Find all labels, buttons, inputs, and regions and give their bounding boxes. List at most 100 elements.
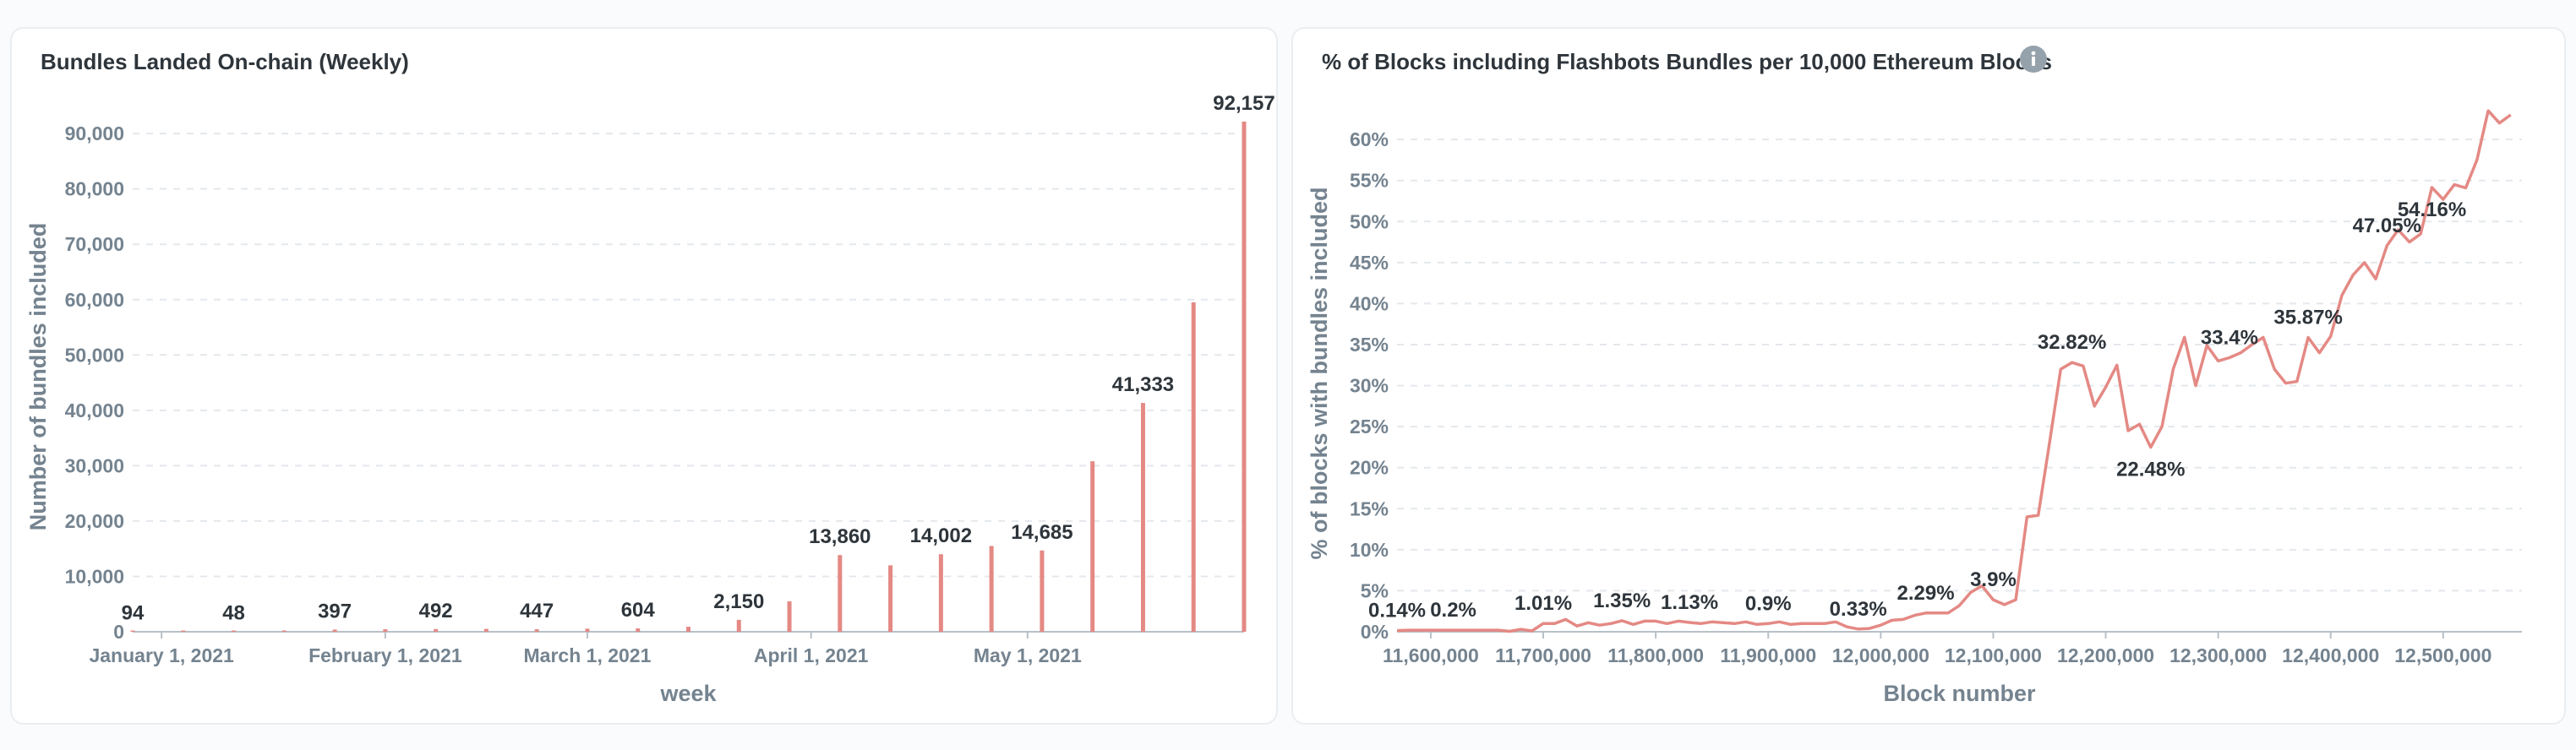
bar [1140,403,1145,632]
bundles-weekly-card: Bundles Landed On-chain (Weekly) 0 10,000… [10,27,1278,725]
x-tick-label: 12,400,000 [2282,644,2379,666]
y-tick-label: 55% [1350,170,1389,192]
bar [636,628,641,632]
bar [686,627,690,632]
data-label: 35.87% [2273,307,2342,329]
bar [838,555,843,632]
y-tick-label: 10,000 [65,565,124,587]
y-tick-label: 50% [1350,210,1389,232]
y-tick-label: 35% [1350,334,1389,356]
data-label: 1.35% [1593,590,1651,612]
x-tick-label: May 1, 2021 [974,644,1082,666]
info-icon[interactable] [2020,46,2047,73]
x-tick-label: 12,300,000 [2169,644,2267,666]
bar [938,554,943,632]
data-label: 14,002 [910,524,972,547]
data-label: 47.05% [2353,215,2421,237]
bar [888,565,893,632]
data-label: 0.2% [1430,599,1476,622]
x-tick-label: February 1, 2021 [308,644,462,666]
x-tick-label: 11,900,000 [1720,644,1816,666]
data-label: 0.9% [1745,592,1792,615]
bar [383,629,388,632]
y-tick-label: 0 [113,621,124,643]
bar [736,619,741,632]
y-tick-label: 5% [1361,579,1389,601]
chart-title[interactable]: % of Blocks including Flashbots Bundles … [1322,49,2052,74]
data-label: 54.16% [2398,198,2466,221]
y-tick-label: 70,000 [65,233,124,255]
y-tick-label: 30% [1350,375,1389,397]
bar [787,601,792,632]
bar [181,630,186,632]
bar [1242,122,1247,632]
y-tick-label: 30,000 [65,454,124,476]
data-label: 447 [520,600,554,622]
data-label: 604 [621,599,656,622]
bar [1090,461,1095,632]
bar [585,628,590,632]
data-label: 2,150 [713,590,764,613]
x-axis-title: Block number [1883,681,2036,706]
data-label: 1.13% [1661,591,1718,614]
percent-line-chart: 0% 5% 10% 15% 20% 25% 30% 35% 40% 45% 50% 55% 60% 11,… [1307,109,2522,706]
y-tick-label: 40% [1350,292,1389,314]
flashbots-percent-card: % of Blocks including Flashbots Bundles … [1291,27,2566,725]
y-tick-label: 60,000 [65,289,124,311]
y-tick-label: 50,000 [65,344,124,366]
y-axis-title: % of blocks with bundles included [1307,187,1332,559]
data-label: 3.9% [1970,568,2017,591]
bar [232,630,237,632]
bar [1040,550,1045,632]
data-label: 32.82% [2038,331,2106,354]
y-axis-title: Number of bundles included [25,223,51,531]
bar [130,630,135,632]
x-tick-label: 11,600,000 [1383,644,1479,666]
data-label: 0.14% [1368,600,1426,622]
series-line [1396,109,2512,633]
data-label: 14,685 [1011,521,1072,544]
x-tick-label: 11,800,000 [1607,644,1704,666]
data-label: 92,157 [1213,92,1274,115]
y-tick-label: 20% [1350,457,1389,479]
bar [281,630,287,632]
bar [534,629,539,632]
data-label: 2.29% [1897,582,1955,605]
y-tick-label: 20,000 [65,510,124,532]
x-tick-label: 12,000,000 [1832,644,1929,666]
bar [1191,302,1196,632]
y-tick-label: 40,000 [65,399,124,421]
data-label: 397 [318,600,352,622]
data-label: 94 [122,601,145,624]
y-tick-label: 25% [1350,416,1389,438]
bar [332,629,337,632]
x-tick-label: 12,500,000 [2394,644,2491,666]
bar [483,628,488,632]
y-tick-label: 45% [1350,252,1389,274]
x-tick-label: 11,700,000 [1495,644,1591,666]
y-tick-label: 0% [1361,621,1389,643]
data-label: 48 [222,602,245,625]
x-tick-label: April 1, 2021 [754,644,869,666]
y-tick-label: 60% [1350,128,1389,150]
y-tick-label: 90,000 [65,122,124,144]
data-label: 33.4% [2201,327,2258,350]
y-tick-label: 15% [1350,497,1389,519]
data-label: 0.33% [1830,598,1887,621]
bar [989,546,994,632]
y-tick-label: 10% [1350,539,1389,561]
x-axis-title: week [659,681,717,706]
x-tick-label: March 1, 2021 [524,644,652,666]
data-label: 13,860 [809,525,870,548]
x-tick-label: 12,100,000 [1945,644,2042,666]
data-label: 41,333 [1112,373,1174,396]
chart-title[interactable]: Bundles Landed On-chain (Weekly) [41,49,409,74]
data-label: 22.48% [2116,459,2185,481]
data-label: 1.01% [1514,592,1572,615]
y-tick-label: 80,000 [65,178,124,200]
x-tick-label: January 1, 2021 [89,644,234,666]
bundles-bar-chart: 0 10,000 20,000 30,000 40,000 50,000 60,000 70,… [25,92,1275,706]
x-tick-label: 12,200,000 [2057,644,2154,666]
bar [434,628,439,632]
data-label: 492 [419,600,453,622]
